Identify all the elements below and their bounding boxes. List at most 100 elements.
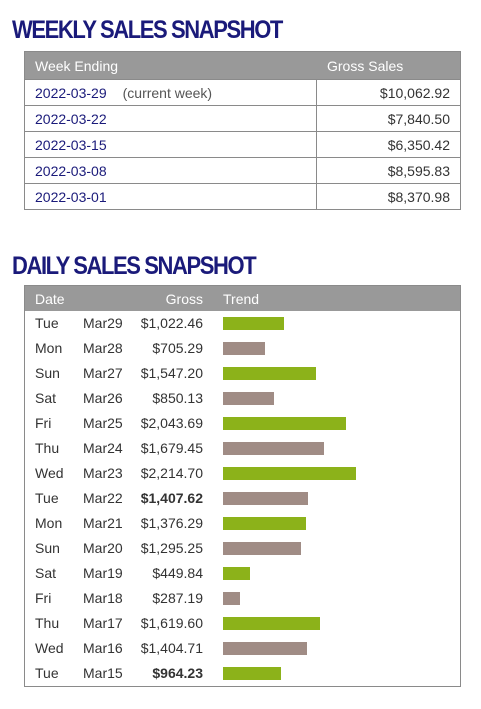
daily-gross-value: $850.13 bbox=[152, 390, 203, 406]
day-date: Mar19 bbox=[83, 565, 123, 581]
day-date: Mar17 bbox=[83, 615, 123, 631]
header-week-ending: Week Ending bbox=[35, 57, 119, 74]
week-link[interactable]: 2022-03-08 bbox=[35, 162, 107, 179]
week-cell: 2022-03-08 bbox=[25, 158, 317, 183]
header-date: Date bbox=[35, 291, 65, 307]
daily-table-header: Date Gross Trend bbox=[25, 286, 460, 311]
daily-gross-value: $964.23 bbox=[152, 665, 203, 681]
daily-sales-title: DAILY SALES SNAPSHOT bbox=[12, 252, 257, 280]
trend-bar bbox=[223, 567, 250, 580]
table-row: Thu Mar17 $1,619.60 bbox=[25, 611, 460, 636]
week-cell: 2022-03-15 bbox=[25, 132, 317, 157]
daily-gross-value: $1,407.62 bbox=[140, 490, 203, 506]
day-date: Mar25 bbox=[83, 415, 123, 431]
header-gross-sales: Gross Sales bbox=[327, 57, 404, 74]
day-of-week: Fri bbox=[35, 590, 52, 606]
trend-bar bbox=[223, 442, 324, 455]
daily-gross-value: $1,295.25 bbox=[140, 540, 203, 556]
day-date: Mar23 bbox=[83, 465, 123, 481]
table-row: Sat Mar19 $449.84 bbox=[25, 561, 460, 586]
day-of-week: Thu bbox=[35, 440, 60, 456]
table-row: Mon Mar28 $705.29 bbox=[25, 336, 460, 361]
daily-gross-value: $1,679.45 bbox=[140, 440, 203, 456]
day-date: Mar28 bbox=[83, 340, 123, 356]
trend-bar bbox=[223, 392, 274, 405]
daily-gross-value: $1,547.20 bbox=[140, 365, 203, 381]
daily-gross-value: $449.84 bbox=[152, 565, 203, 581]
table-row: Tue Mar29 $1,022.46 bbox=[25, 311, 460, 336]
table-row: Fri Mar18 $287.19 bbox=[25, 586, 460, 611]
weekly-sales-title: WEEKLY SALES SNAPSHOT bbox=[12, 16, 283, 44]
daily-gross-value: $1,022.46 bbox=[140, 315, 203, 331]
gross-sales-value: $10,062.92 bbox=[379, 84, 450, 101]
table-row: Tue Mar15 $964.23 bbox=[25, 661, 460, 686]
day-of-week: Fri bbox=[35, 415, 52, 431]
table-row: Mon Mar21 $1,376.29 bbox=[25, 511, 460, 536]
day-of-week: Sun bbox=[35, 365, 60, 381]
day-of-week: Sat bbox=[35, 390, 57, 406]
week-link[interactable]: 2022-03-22 bbox=[35, 110, 107, 127]
table-row: 2022-03-15 $6,350.42 bbox=[25, 131, 460, 157]
day-of-week: Tue bbox=[35, 315, 59, 331]
table-row: Fri Mar25 $2,043.69 bbox=[25, 411, 460, 436]
table-row: Wed Mar16 $1,404.71 bbox=[25, 636, 460, 661]
week-link[interactable]: 2022-03-29 bbox=[35, 84, 107, 101]
table-row: Tue Mar22 $1,407.62 bbox=[25, 486, 460, 511]
trend-bar bbox=[223, 367, 316, 380]
day-of-week: Tue bbox=[35, 665, 59, 681]
day-of-week: Mon bbox=[35, 340, 63, 356]
trend-bar bbox=[223, 667, 281, 680]
trend-bar bbox=[223, 467, 356, 480]
gross-sales-value: $6,350.42 bbox=[387, 136, 450, 153]
daily-gross-value: $2,214.70 bbox=[140, 465, 203, 481]
day-of-week: Tue bbox=[35, 490, 59, 506]
daily-gross-value: $287.19 bbox=[152, 590, 203, 606]
week-cell: 2022-03-01 bbox=[25, 184, 317, 209]
table-row: 2022-03-01 $8,370.98 bbox=[25, 183, 460, 209]
gross-sales-value: $8,595.83 bbox=[387, 162, 450, 179]
week-link[interactable]: 2022-03-01 bbox=[35, 188, 107, 205]
day-date: Mar27 bbox=[83, 365, 123, 381]
day-of-week: Sat bbox=[35, 565, 57, 581]
trend-bar bbox=[223, 642, 307, 655]
daily-gross-value: $2,043.69 bbox=[140, 415, 203, 431]
daily-sales-table: Date Gross Trend Tue Mar29 $1,022.46 Mon Mar… bbox=[24, 285, 461, 687]
day-of-week: Wed bbox=[35, 465, 64, 481]
trend-bar bbox=[223, 342, 265, 355]
day-of-week: Sun bbox=[35, 540, 60, 556]
day-date: Mar26 bbox=[83, 390, 123, 406]
day-date: Mar20 bbox=[83, 540, 123, 556]
trend-bar bbox=[223, 592, 240, 605]
table-row: Sun Mar27 $1,547.20 bbox=[25, 361, 460, 386]
day-date: Mar22 bbox=[83, 490, 123, 506]
gross-sales-value: $7,840.50 bbox=[387, 110, 450, 127]
daily-gross-value: $705.29 bbox=[152, 340, 203, 356]
trend-bar bbox=[223, 542, 301, 555]
table-row: 2022-03-29 (current week) $10,062.92 bbox=[25, 79, 460, 105]
header-gross: Gross bbox=[165, 291, 203, 307]
daily-gross-value: $1,619.60 bbox=[140, 615, 203, 631]
day-date: Mar18 bbox=[83, 590, 123, 606]
table-row: Thu Mar24 $1,679.45 bbox=[25, 436, 460, 461]
day-of-week: Thu bbox=[35, 615, 60, 631]
day-date: Mar21 bbox=[83, 515, 123, 531]
table-row: Sat Mar26 $850.13 bbox=[25, 386, 460, 411]
week-cell: 2022-03-22 bbox=[25, 106, 317, 131]
trend-bar bbox=[223, 617, 320, 630]
trend-bar bbox=[223, 317, 284, 330]
day-date: Mar29 bbox=[83, 315, 123, 331]
week-cell: 2022-03-29 (current week) bbox=[25, 80, 317, 105]
table-row: 2022-03-08 $8,595.83 bbox=[25, 157, 460, 183]
table-row: Wed Mar23 $2,214.70 bbox=[25, 461, 460, 486]
day-of-week: Wed bbox=[35, 640, 64, 656]
day-of-week: Mon bbox=[35, 515, 63, 531]
trend-bar bbox=[223, 517, 306, 530]
daily-gross-value: $1,376.29 bbox=[140, 515, 203, 531]
day-date: Mar24 bbox=[83, 440, 123, 456]
weekly-sales-table: Week Ending Gross Sales 2022-03-29 (curre… bbox=[24, 51, 461, 210]
week-link[interactable]: 2022-03-15 bbox=[35, 136, 107, 153]
current-week-note: (current week) bbox=[122, 84, 213, 101]
weekly-table-header: Week Ending Gross Sales bbox=[25, 52, 460, 79]
daily-gross-value: $1,404.71 bbox=[140, 640, 203, 656]
trend-bar bbox=[223, 417, 346, 430]
